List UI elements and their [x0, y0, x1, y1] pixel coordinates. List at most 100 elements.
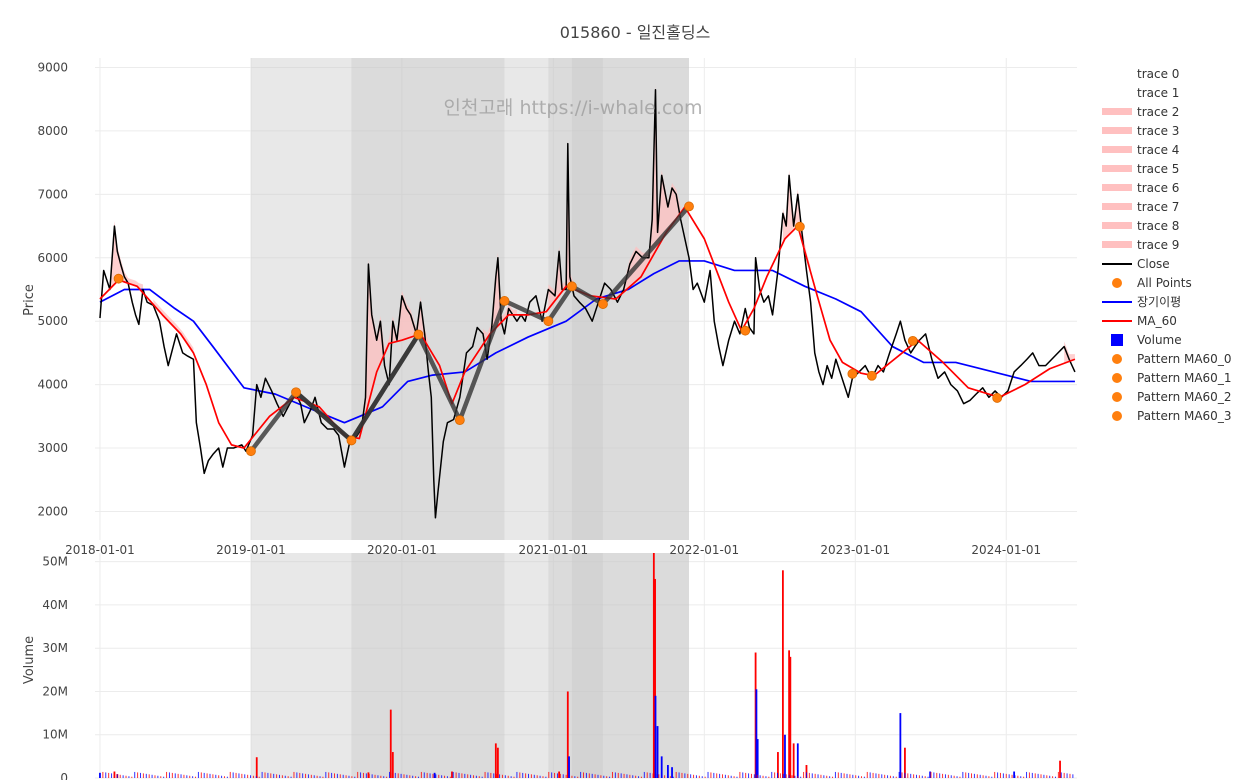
legend-item[interactable]: trace 4 [1102, 143, 1179, 157]
volume-tick-label: 20M [42, 684, 68, 698]
legend-label: trace 6 [1137, 181, 1179, 195]
legend-item[interactable]: 장기이평 [1102, 295, 1181, 309]
volume-bar-small [681, 772, 683, 778]
legend-item[interactable]: Volume [1111, 333, 1182, 347]
volume-bar [899, 713, 902, 778]
volume-bar-small [635, 775, 637, 778]
legend-item[interactable]: MA_60 [1102, 314, 1177, 328]
legend-item[interactable]: trace 7 [1102, 200, 1179, 214]
volume-bar-small [1031, 772, 1033, 778]
volume-bar-small [878, 773, 880, 778]
volume-bar-small [678, 772, 680, 778]
volume-bar-small [742, 772, 744, 778]
volume-bar-small [597, 774, 599, 778]
volume-bar [1013, 771, 1016, 778]
volume-bar-small [913, 774, 915, 778]
volume-bar-small [487, 772, 489, 778]
volume-bar-small [626, 774, 628, 778]
pivot-point-marker [499, 296, 510, 306]
volume-bar-small [895, 776, 897, 778]
volume-bar-small [137, 772, 139, 778]
volume-bar [777, 752, 779, 778]
volume-bar [566, 691, 569, 778]
volume-bar-small [800, 776, 802, 778]
volume-bar-small [351, 776, 353, 778]
volume-bar-small [693, 774, 695, 778]
volume-axis-title: Volume [22, 636, 37, 684]
volume-bar-small [406, 774, 408, 778]
legend-band-swatch [1102, 184, 1132, 191]
pivot-point-marker [684, 201, 694, 212]
legend-item[interactable]: Close [1102, 257, 1170, 271]
volume-bar-small [606, 776, 608, 778]
legend-band-swatch [1102, 203, 1132, 210]
pivot-point-marker [567, 281, 577, 292]
pivot-point-marker [413, 329, 424, 340]
volume-bar-small [999, 772, 1001, 778]
volume-bar-small [611, 771, 613, 778]
legend[interactable]: trace 0 trace 1 trace 2 trace 3 trace 4 trace… [1102, 67, 1231, 423]
legend-item[interactable]: Pattern MA60_2 [1112, 390, 1231, 404]
volume-bar-small [238, 773, 240, 778]
volume-bar-small [157, 775, 159, 778]
legend-label: All Points [1137, 276, 1192, 290]
volume-bar-small [168, 772, 170, 778]
watermark: 인천고래 https://i-whale.com [443, 97, 702, 119]
volume-bar-small [565, 774, 567, 778]
volume-bar-small [1028, 772, 1030, 778]
volume-bar [391, 752, 394, 778]
volume-bar-small [571, 775, 573, 778]
volume-bar-small [916, 774, 918, 778]
volume-bar-small [823, 775, 825, 778]
volume-bar-small [542, 776, 544, 778]
volume-bar-small [258, 776, 260, 778]
legend-item[interactable]: All Points [1112, 276, 1192, 290]
volume-bar-small [817, 774, 819, 778]
volume-bar-small [947, 774, 949, 778]
volume-bar-small [884, 774, 886, 778]
legend-item[interactable]: Pattern MA60_0 [1112, 352, 1231, 366]
volume-bar-small [536, 775, 538, 778]
price-tick-label: 3000 [37, 441, 68, 455]
legend-item[interactable]: trace 9 [1102, 238, 1179, 252]
volume-bar-small [360, 772, 362, 778]
legend-item[interactable]: trace 6 [1102, 181, 1179, 195]
pattern-shaded-region-volume [351, 553, 460, 778]
legend-label: trace 1 [1137, 86, 1179, 100]
volume-bar-small [733, 776, 735, 778]
legend-label: trace 9 [1137, 238, 1179, 252]
volume-bar-small [901, 772, 903, 778]
volume-bar-small [1005, 773, 1007, 778]
volume-bar-small [223, 776, 225, 778]
volume-bar-small [826, 775, 828, 778]
legend-item[interactable]: trace 3 [1102, 124, 1179, 138]
volume-bar-small [652, 773, 654, 778]
legend-item[interactable]: trace 0 [1137, 67, 1179, 81]
legend-item[interactable]: Pattern MA60_1 [1112, 371, 1231, 385]
legend-item[interactable]: trace 8 [1102, 219, 1179, 233]
legend-item[interactable]: trace 5 [1102, 162, 1179, 176]
volume-bar-small [585, 772, 587, 778]
volume-bar-small [843, 773, 845, 778]
legend-item[interactable]: trace 2 [1102, 105, 1179, 119]
volume-bar-small [1043, 774, 1045, 778]
volume-bar-small [429, 773, 431, 778]
volume-bar [558, 771, 561, 778]
volume-bar-small [334, 773, 336, 778]
volume-bar-small [869, 772, 871, 778]
volume-bar-small [264, 772, 266, 778]
volume-bar-small [513, 776, 515, 778]
volume-bar-small [1020, 776, 1022, 778]
legend-band-swatch [1102, 146, 1132, 153]
legend-band-swatch [1102, 165, 1132, 172]
volume-bar-small [1057, 771, 1059, 778]
volume-bar-small [232, 772, 234, 778]
volume-bar-small [814, 773, 816, 778]
legend-item[interactable]: Pattern MA60_3 [1112, 409, 1231, 423]
volume-bar-small [458, 772, 460, 778]
volume-bar-small [391, 772, 393, 778]
pivot-point-marker [598, 299, 608, 309]
volume-bar-small [255, 776, 257, 778]
legend-item[interactable]: trace 1 [1137, 86, 1179, 100]
